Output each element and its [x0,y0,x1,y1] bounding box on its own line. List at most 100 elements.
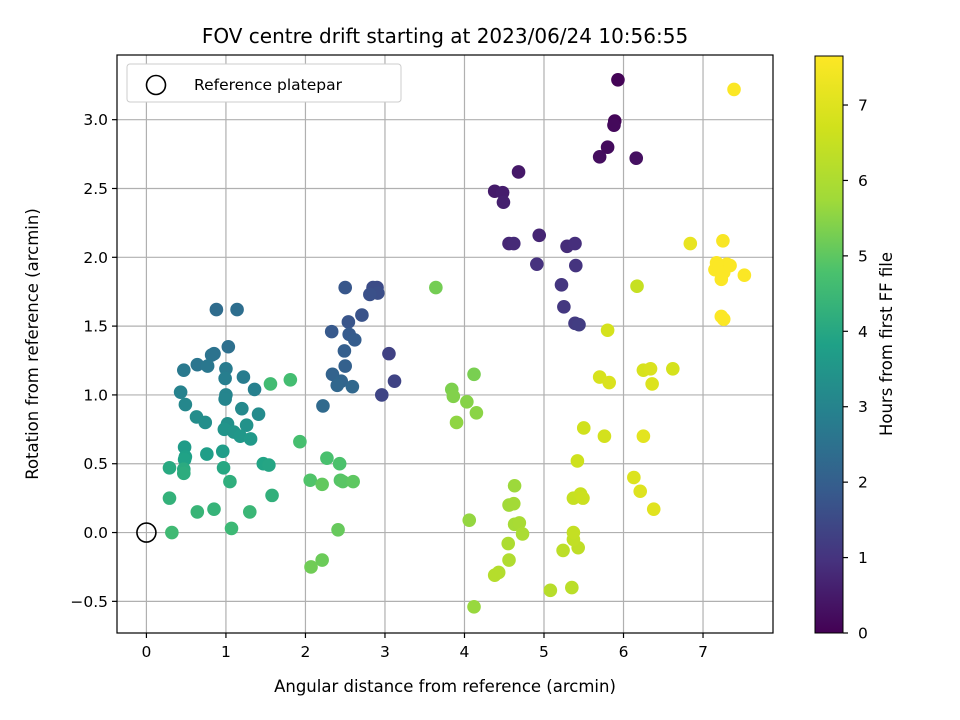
data-point [303,473,318,488]
data-point [716,312,731,327]
data-point [449,415,464,430]
data-point [597,429,612,444]
legend-reference-marker [145,74,167,96]
data-point [345,379,360,394]
data-point [501,536,516,551]
data-point [569,258,583,273]
data-point [496,195,511,210]
data-point [515,527,530,541]
data-point [502,553,516,567]
data-point [607,118,621,132]
data-point [223,474,237,489]
y-tick-label: 1.5 [83,318,108,336]
data-point [331,522,345,537]
data-point [218,371,232,386]
data-point [265,488,279,503]
data-point [230,302,244,317]
data-point [233,429,248,444]
data-point [382,346,396,361]
data-point [176,363,191,377]
data-point [315,553,329,567]
data-point [570,454,585,468]
data-point [506,496,521,511]
data-point [511,165,526,179]
data-point [627,470,641,485]
y-axis-ticks: −0.5 0.0 0.5 1.0 1.5 2.0 2.5 3.0 [70,111,117,611]
x-tick-label: 3 [380,643,390,661]
data-point [429,280,443,295]
data-point [723,258,737,273]
data-point [557,300,571,314]
data-point [507,478,522,493]
data-point [572,317,586,332]
data-point [198,415,213,430]
data-point [487,568,502,582]
x-tick-label: 4 [460,643,470,661]
colorbar-tick-label: 0 [858,625,868,643]
data-point [727,82,741,97]
data-point [592,150,607,164]
data-point [209,302,224,317]
data-point [532,228,547,243]
data-point [324,324,339,339]
data-point [600,140,615,155]
data-point [341,315,356,329]
data-point [576,421,591,435]
data-point [737,268,752,282]
chart-title: FOV centre drift starting at 2023/06/24 … [202,24,688,48]
data-point [387,374,402,388]
data-point [218,392,232,406]
data-point [293,434,307,449]
data-point [200,359,215,373]
data-point [568,236,582,251]
data-point [467,600,481,614]
colorbar-tick-label: 4 [858,323,868,341]
data-point [283,372,298,387]
data-point [629,151,644,166]
data-point [338,280,353,295]
data-point [506,236,521,251]
data-point [235,401,249,416]
data-point [251,407,266,421]
data-point [162,491,177,505]
x-tick-label: 6 [619,643,629,661]
x-axis-label: Angular distance from reference (arcmin) [274,677,616,696]
data-point [636,429,651,444]
colorbar-gradient [814,55,844,634]
data-point [446,389,461,404]
colorbar-tick-label: 6 [858,172,868,190]
data-point [576,491,590,505]
colorbar-tick-label: 2 [858,474,868,492]
data-point [462,513,477,527]
data-points [162,72,752,614]
y-tick-label: 1.0 [83,386,108,404]
y-tick-label: −0.5 [70,593,108,611]
data-point [374,388,389,402]
data-point [363,287,377,302]
data-point [178,397,193,412]
data-point [215,444,230,459]
data-point [224,521,239,536]
data-point [330,378,345,393]
data-point [611,72,625,87]
data-point [204,348,219,362]
y-tick-label: 2.0 [83,249,108,267]
data-point [207,502,221,516]
y-tick-label: 2.5 [83,180,108,198]
colorbar: 0 1 2 3 4 5 6 7 Hours from first FF file [814,55,896,643]
colorbar-label: Hours from first FF file [877,252,896,436]
x-tick-label: 7 [698,643,708,661]
colorbar-tick-label: 3 [858,398,868,416]
data-point [556,543,570,558]
x-tick-label: 0 [141,643,151,661]
x-tick-label: 2 [301,643,311,661]
data-point [645,377,659,391]
data-point [566,525,581,540]
data-point [565,580,579,595]
data-point [242,505,257,519]
data-point [643,361,658,376]
data-point [190,357,205,372]
data-point [262,458,276,472]
data-point [162,461,177,475]
data-point [530,257,544,271]
